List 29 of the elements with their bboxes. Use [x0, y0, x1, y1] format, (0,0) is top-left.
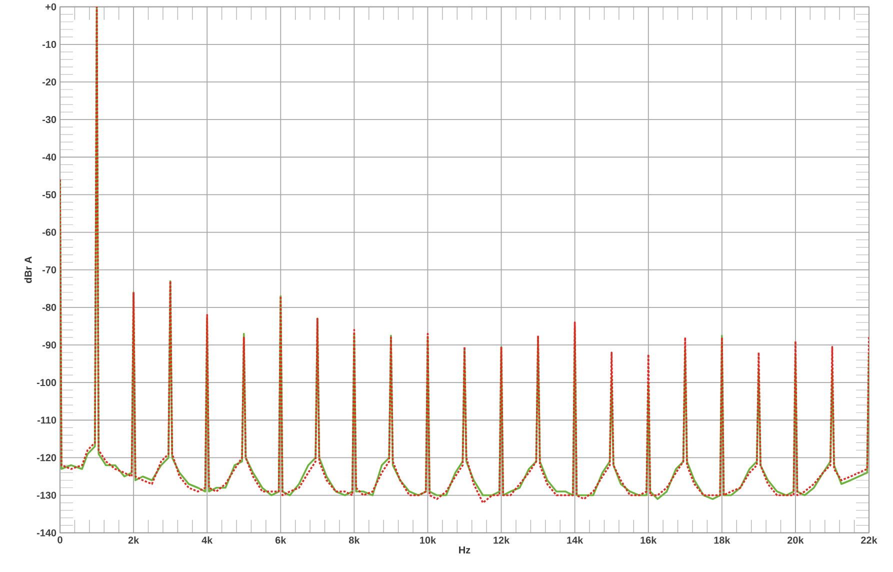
y-tick-label: -10 [42, 40, 56, 48]
x-tick-label: 22k [861, 536, 878, 544]
y-tick-label: -70 [42, 266, 56, 274]
x-tick-label: 2k [128, 536, 140, 544]
x-tick-label: 14k [567, 536, 584, 544]
y-tick-label: -100 [36, 379, 56, 386]
x-tick-label: 0 [58, 536, 62, 544]
x-axis-title: Hz [459, 546, 470, 554]
y-axis-title: dBr A [24, 256, 32, 284]
y-tick-label: -80 [42, 304, 56, 312]
x-tick-label: 6k [275, 536, 286, 544]
y-tick-label: -30 [42, 116, 56, 124]
x-tick-label: 16k [640, 536, 657, 544]
y-tick-label: +0 [46, 3, 56, 10]
y-tick-label: -140 [36, 529, 56, 536]
x-tick-label: 10k [420, 536, 436, 544]
y-tick-label: -40 [42, 154, 56, 161]
y-tick-label: -60 [42, 228, 56, 236]
y-tick-label: -50 [42, 191, 56, 198]
y-tick-label: -130 [36, 492, 56, 499]
x-tick-label: 18k [714, 536, 730, 544]
x-tick-label: 8k [348, 536, 360, 544]
x-tick-label: 4k [202, 536, 213, 544]
y-tick-label: -120 [36, 454, 56, 462]
y-tick-label: -20 [42, 78, 56, 86]
x-tick-label: 12k [494, 536, 510, 544]
y-tick-label: -90 [42, 342, 56, 349]
y-tick-label: -110 [37, 416, 56, 424]
x-tick-label: 20k [787, 536, 804, 544]
